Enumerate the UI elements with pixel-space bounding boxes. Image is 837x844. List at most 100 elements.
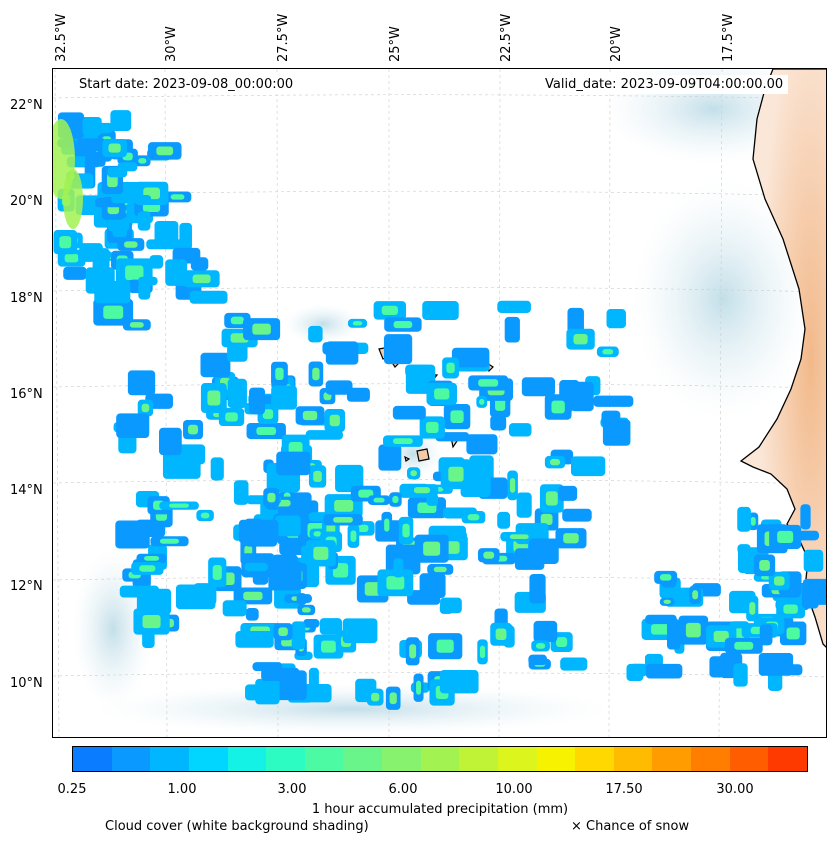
precip-patch <box>393 558 404 578</box>
precip-patch <box>422 301 459 320</box>
precip-patch-core <box>659 574 672 581</box>
precip-patch <box>158 427 182 456</box>
precip-patch-core <box>103 305 124 319</box>
precip-patch <box>529 573 546 604</box>
colorbar-segment <box>652 747 691 771</box>
precip-patch <box>110 110 132 132</box>
valid-date-label: Valid_date: 2023-09-09T04:00:00.00 <box>540 75 789 94</box>
precip-patch-core <box>358 489 374 498</box>
lon-label-17.5w: 17.5°W <box>721 13 736 62</box>
precip-patch-core <box>159 538 180 544</box>
precip-patch-core <box>352 321 363 326</box>
precip-patch <box>342 618 378 644</box>
precip-patch-core <box>281 638 295 647</box>
precip-patch-core <box>416 680 422 695</box>
start-date-label: Start date: 2023-09-08_00:00:00 <box>74 75 299 94</box>
precip-patch-core <box>225 412 238 422</box>
precip-patch-core <box>549 459 561 466</box>
precip-patch-core <box>138 158 147 164</box>
lon-label-22.5w: 22.5°W <box>499 13 514 62</box>
lat-label-20n: 20°N <box>10 194 43 209</box>
precip-patch-core <box>450 410 464 423</box>
precip-patch <box>189 290 228 304</box>
precip-patch-core <box>156 146 174 156</box>
precip-patch <box>305 430 343 440</box>
precip-patch <box>94 280 131 304</box>
precip-patch <box>308 325 323 343</box>
colorbar-tick-6.00: 6.00 <box>388 782 418 797</box>
precip-patch-core <box>275 367 284 380</box>
precip-patch-core <box>169 503 189 508</box>
precip-patch-core <box>651 624 671 635</box>
precip-patch <box>85 153 106 167</box>
precip-patch <box>560 657 588 671</box>
precip-patch <box>190 257 209 271</box>
precip-patch <box>210 457 224 481</box>
map-panel[interactable] <box>52 68 827 738</box>
precip-patch-core <box>433 566 447 573</box>
precip-patch <box>272 554 298 571</box>
precip-patch <box>521 377 556 397</box>
precip-patch <box>303 619 320 628</box>
colorbar-segment <box>420 747 460 771</box>
precip-patch <box>383 334 413 365</box>
precip-patch <box>238 519 279 544</box>
precip-patch <box>227 378 247 408</box>
lon-label-30w: 30°W <box>164 26 179 62</box>
precip-patch <box>606 309 626 329</box>
lat-label-16n: 16°N <box>10 387 43 402</box>
precip-patch <box>176 444 206 465</box>
precip-patch-core <box>230 316 244 325</box>
precip-peak <box>63 169 83 229</box>
colorbar-label: 1 hour accumulated precipitation (mm) <box>311 802 569 817</box>
precip-patch-core <box>252 323 271 335</box>
precip-patch-core <box>509 477 516 493</box>
precip-patch-core <box>602 349 614 355</box>
precip-patch <box>90 122 113 134</box>
precip-patch <box>302 683 332 703</box>
precip-patch-core <box>535 643 546 649</box>
precip-patch-core <box>479 398 485 405</box>
precip-patch-core <box>386 576 405 590</box>
precip-patch <box>200 352 231 378</box>
precip-patch-core <box>139 565 156 572</box>
precip-patch <box>137 211 151 231</box>
colorbar-tick-30.00: 30.00 <box>716 782 754 797</box>
precip-patch-core <box>734 641 754 650</box>
precip-patch-core <box>256 427 277 436</box>
precip-patch <box>533 620 558 643</box>
precip-patch-core <box>402 523 410 538</box>
precip-patch <box>558 485 578 501</box>
precip-patch-core <box>364 582 381 596</box>
precip-patch-core <box>483 551 495 559</box>
precip-patch <box>567 307 584 333</box>
precip-patch <box>378 444 402 471</box>
precip-patch <box>335 464 364 493</box>
cloud-cover-note: Cloud cover (white background shading) <box>105 819 369 834</box>
precip-patch-core <box>207 390 221 406</box>
precip-patch <box>325 341 359 365</box>
precip-patch <box>222 600 247 617</box>
map-canvas <box>53 69 826 737</box>
precip-patch <box>439 670 479 694</box>
precip-patch <box>111 194 152 204</box>
precip-patch-core <box>540 513 553 525</box>
precipitation-colorbar <box>72 746 808 772</box>
precip-patch-core <box>301 607 311 613</box>
precip-patch-core <box>302 410 318 421</box>
precip-patch-core <box>64 253 79 263</box>
precip-patch-core <box>243 591 263 601</box>
precip-patch <box>497 300 531 314</box>
precip-patch-core <box>479 645 486 659</box>
precip-patch <box>419 573 446 598</box>
precip-patch <box>504 316 520 343</box>
precip-patch <box>737 506 751 532</box>
precip-patch-core <box>124 241 138 248</box>
precip-patch <box>78 252 106 262</box>
precip-patch-core <box>321 640 336 653</box>
precip-patch-core <box>392 495 399 504</box>
precip-patch-core <box>777 530 794 543</box>
colorbar-segment <box>768 747 807 771</box>
colorbar-segment <box>729 747 769 771</box>
precip-patch-core <box>267 492 276 503</box>
